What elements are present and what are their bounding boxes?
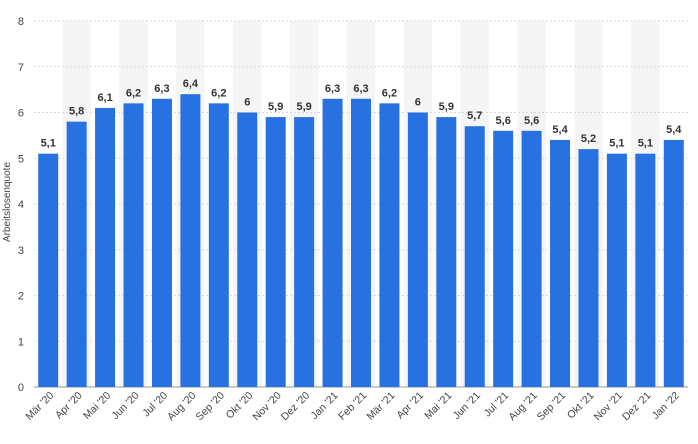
y-axis-title: Arbeitslosenquote (2, 162, 13, 242)
data-label: 5,6 (496, 115, 511, 127)
data-label: 6 (244, 97, 250, 109)
x-tick-label: Jan '21 (308, 390, 340, 422)
bar (635, 153, 656, 387)
x-tick-label: Mai '21 (422, 390, 454, 422)
x-tick-label: Sep '20 (194, 390, 228, 424)
bar (180, 94, 201, 387)
bar (351, 98, 371, 388)
data-label: 6,2 (211, 87, 226, 99)
data-label: 6 (415, 97, 421, 109)
bar (265, 117, 286, 387)
y-tick-label: 4 (18, 199, 24, 211)
x-tick-label: Mär '20 (23, 390, 56, 423)
bar (407, 112, 428, 387)
bars (38, 94, 684, 388)
data-label: 6,4 (183, 78, 199, 90)
x-tick-label: Mär '21 (365, 390, 398, 423)
bar (521, 130, 542, 388)
data-label: 5,2 (581, 133, 596, 145)
x-tick-label: Aug '21 (506, 390, 540, 424)
data-label: 5,4 (666, 124, 682, 136)
bar (379, 103, 400, 387)
bar (294, 117, 315, 387)
bar (436, 117, 457, 387)
y-tick-label: 3 (18, 245, 24, 257)
x-tick-label: Jan '22 (650, 390, 682, 422)
bar (95, 107, 116, 388)
y-tick-label: 6 (18, 108, 24, 120)
data-label: 5,6 (524, 115, 539, 127)
bar (493, 130, 514, 388)
bar (550, 139, 571, 387)
y-tick-label: 8 (18, 16, 24, 28)
data-label: 6,3 (353, 83, 368, 95)
data-label: 6,2 (382, 87, 397, 99)
y-tick-label: 5 (18, 153, 24, 165)
data-label: 5,9 (268, 101, 283, 113)
bar (151, 98, 172, 388)
bar (578, 149, 599, 387)
x-tick-label: Dez '21 (620, 390, 654, 424)
y-tick-label: 1 (18, 336, 24, 348)
x-tick-label: Mai '20 (81, 390, 113, 422)
x-tick-label: Sep '21 (535, 390, 569, 424)
y-tick-label: 7 (18, 62, 24, 74)
x-tick-label: Feb '21 (336, 390, 369, 423)
bar (237, 112, 258, 387)
bar (38, 153, 59, 387)
x-tick-label: Jun '21 (451, 390, 483, 422)
data-label: 5,1 (638, 138, 653, 150)
data-labels: 5,1 5,8 6,1 6,2 6,3 6,4 6,2 6 5,9 5,9 6,3 6,3 6,2 6 5,… (41, 78, 683, 149)
bar (464, 126, 485, 387)
data-label: 5,9 (296, 101, 311, 113)
bar (208, 103, 229, 387)
data-label: 6,2 (126, 87, 141, 99)
bar (66, 121, 87, 388)
data-label: 6,3 (154, 83, 169, 95)
bar (663, 139, 684, 387)
x-tick-label: Nov '20 (250, 390, 284, 424)
data-label: 5,1 (41, 138, 56, 150)
bar (322, 98, 343, 388)
data-label: 5,8 (69, 106, 84, 118)
data-label: 6,3 (325, 83, 340, 95)
x-tick-label: Dez '20 (279, 390, 313, 424)
x-tick-label: Nov '21 (592, 390, 626, 424)
x-tick-label: Jun '20 (109, 390, 141, 422)
x-tick-label: Apr '20 (53, 390, 85, 422)
data-label: 5,7 (467, 110, 482, 122)
x-tick-label: Okt '20 (224, 390, 256, 422)
data-label: 5,1 (609, 138, 624, 150)
x-tick-label: Aug '20 (165, 390, 199, 424)
data-label: 5,9 (439, 101, 454, 113)
y-axis-ticks: 0 1 2 3 4 5 6 7 8 (18, 16, 24, 394)
data-label: 5,4 (552, 124, 568, 136)
y-tick-label: 2 (18, 291, 24, 303)
data-label: 6,1 (97, 92, 112, 104)
x-tick-label: Apr '21 (394, 390, 426, 422)
bar (123, 103, 144, 387)
y-tick-label: 0 (18, 382, 24, 394)
bar (606, 153, 627, 387)
x-tick-label: Okt '21 (565, 390, 597, 422)
